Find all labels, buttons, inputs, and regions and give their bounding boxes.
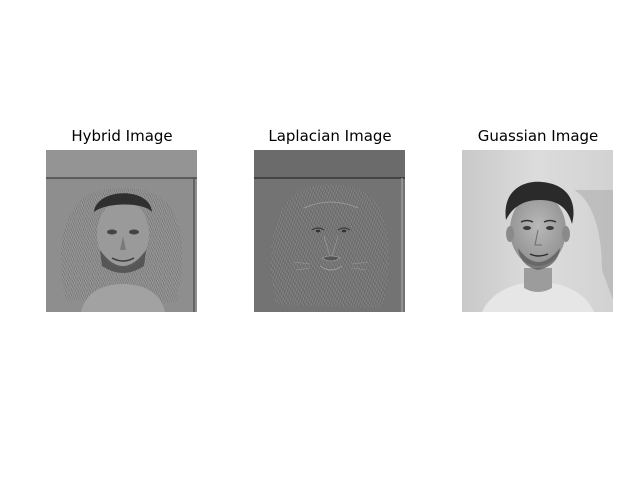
gaussian-image-title: Guassian Image: [477, 127, 599, 145]
hybrid-image-title: Hybrid Image: [71, 127, 173, 145]
laplacian-image: [254, 150, 405, 312]
laplacian-image-title: Laplacian Image: [268, 127, 392, 145]
hybrid-panel: Hybrid Image: [46, 124, 198, 312]
gaussian-image: [462, 150, 613, 312]
laplacian-panel: Laplacian Image: [254, 124, 406, 312]
gaussian-panel: Guassian Image: [462, 124, 614, 312]
hybrid-image: [46, 150, 197, 312]
